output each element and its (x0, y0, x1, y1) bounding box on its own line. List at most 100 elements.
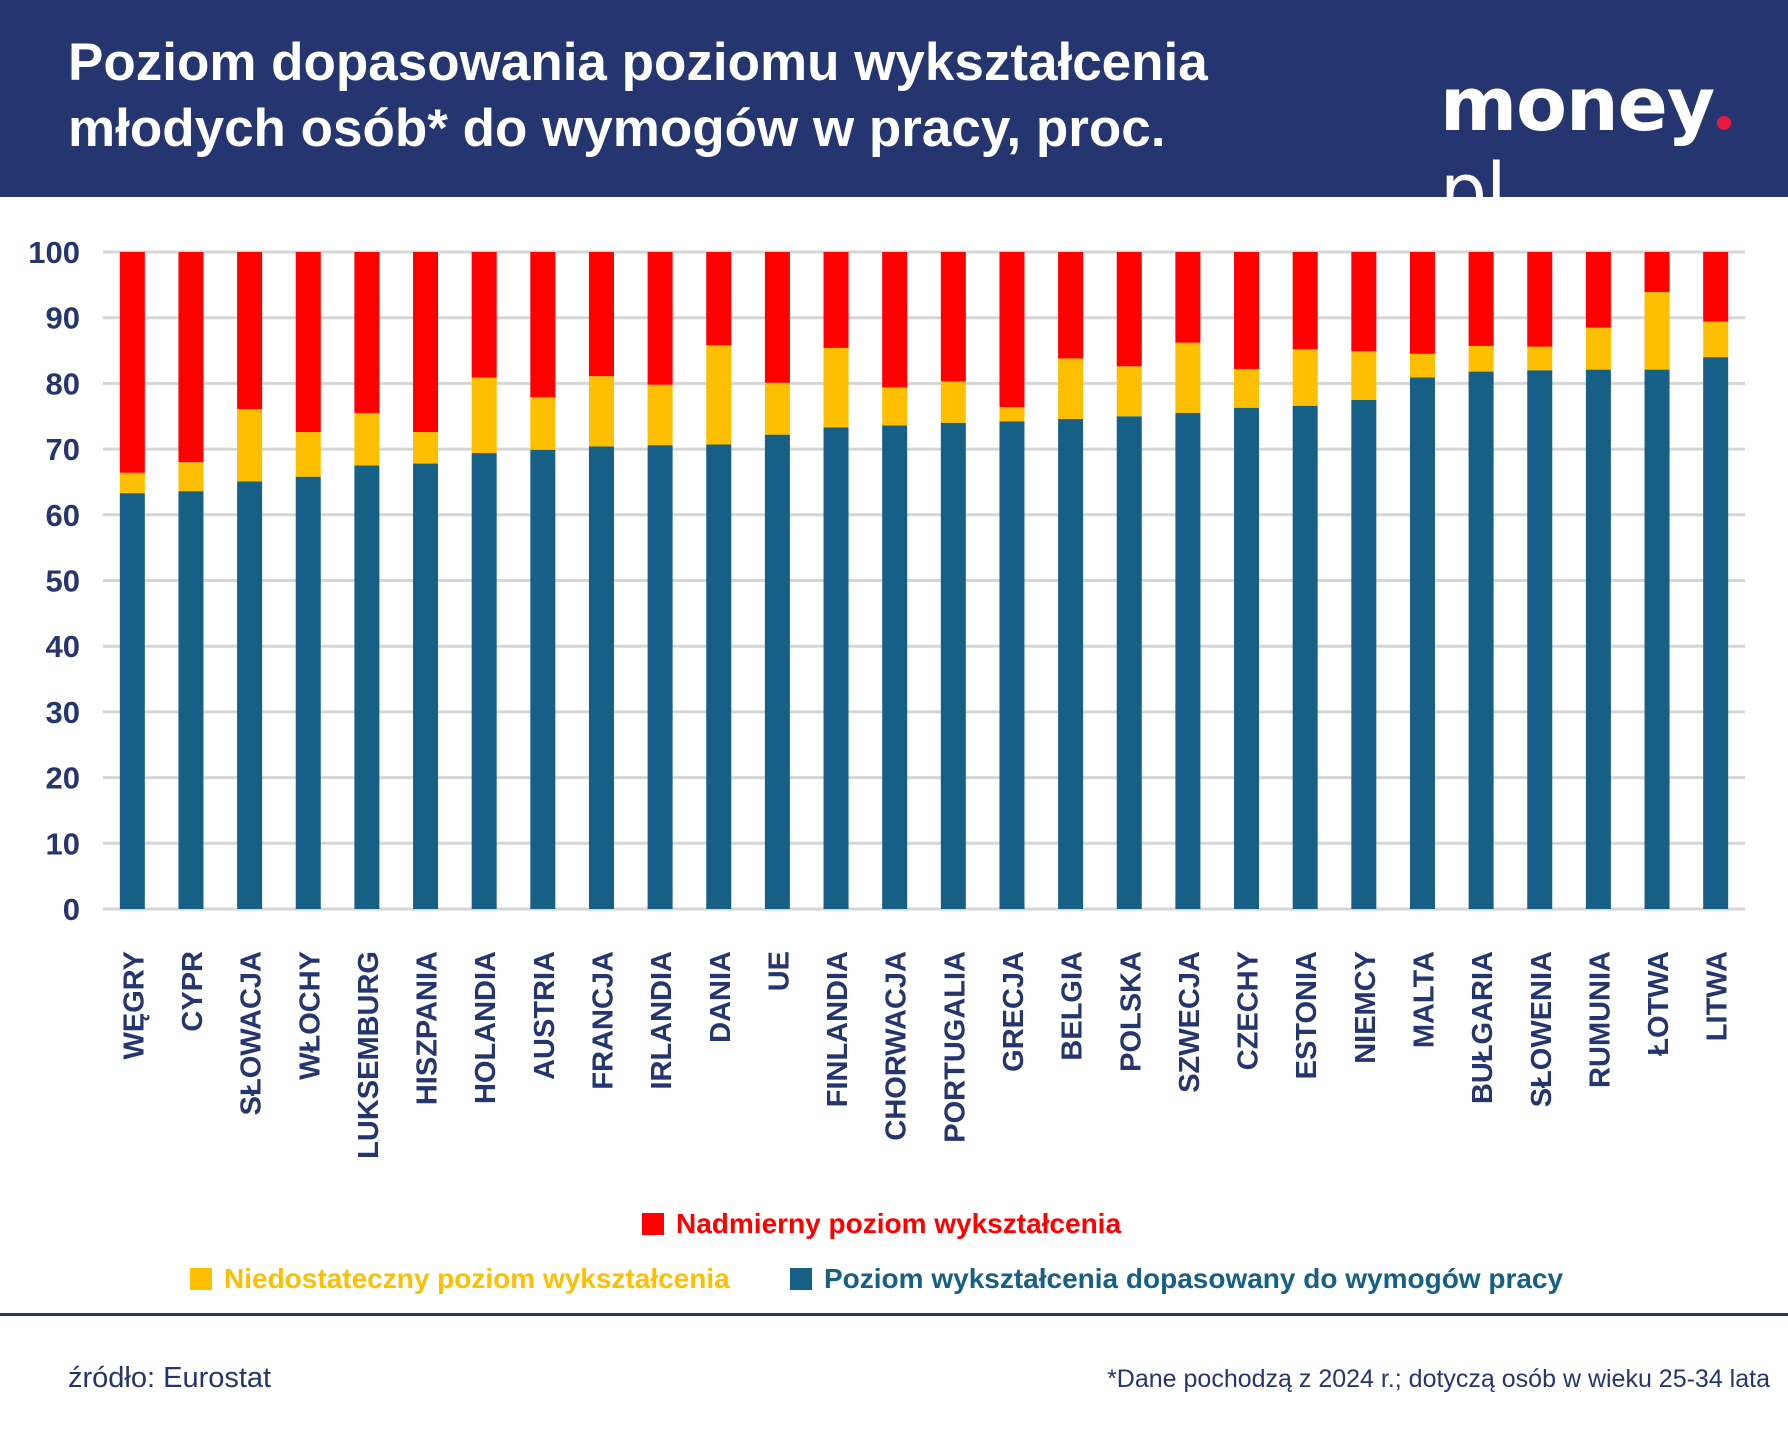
bar-segment-matched (119, 493, 145, 909)
y-tick-label: 50 (46, 564, 80, 599)
x-tick-label: LITWA (1702, 951, 1734, 1041)
bar-segment-over (413, 252, 439, 433)
legend-swatch-yellow (190, 1268, 212, 1290)
bar-segment-matched (882, 425, 908, 909)
bar-segment-over (1234, 252, 1260, 369)
x-tick-label: WŁOCHY (294, 951, 326, 1080)
legend-swatch-red (642, 1213, 664, 1235)
bar-segment-over (471, 252, 497, 378)
bar-segment-matched (1703, 357, 1729, 909)
y-tick-label: 20 (46, 761, 80, 796)
bar-segment-under (1292, 349, 1318, 406)
bar-segment-under (1058, 358, 1084, 419)
bar-segment-under (1351, 351, 1377, 400)
bar-segment-matched (1527, 370, 1553, 909)
title-line-2: młodych osób* do wymogów w pracy, proc. (68, 99, 1166, 158)
legend-label-matched: Poziom wykształcenia dopasowany do wymog… (824, 1263, 1564, 1294)
x-tick-label: DANIA (705, 951, 737, 1043)
x-tick-label: POLSKA (1115, 951, 1147, 1072)
x-tick-label: GRECJA (998, 951, 1030, 1072)
bar-segment-over (1585, 252, 1611, 328)
bar-segment-matched (647, 445, 673, 909)
bar-segment-over (764, 252, 790, 383)
bar-segment-over (823, 252, 849, 348)
source-text: źródło: Eurostat (68, 1362, 272, 1394)
footnote-text: *Dane pochodzą z 2024 r.; dotyczą osób w… (1107, 1365, 1770, 1393)
x-tick-label: SZWECJA (1174, 951, 1206, 1093)
legend-item-matched: Poziom wykształcenia dopasowany do wymog… (790, 1263, 1563, 1295)
x-tick-label: ŁOTWA (1643, 951, 1675, 1056)
x-tick-label: CYPR (177, 951, 209, 1032)
bar-segment-over (882, 252, 908, 388)
y-tick-label: 80 (46, 366, 80, 401)
bar-segment-under (647, 384, 673, 446)
bar-segment-matched (1351, 399, 1377, 909)
bar-segment-under (940, 381, 966, 423)
bar-segment-under (882, 387, 908, 426)
bar-segment-over (647, 252, 673, 385)
bar-segment-under (764, 382, 790, 435)
bar-segment-under (530, 397, 556, 450)
y-tick-label: 30 (46, 695, 80, 730)
chart-title: Poziom dopasowania poziomu wykształcenia… (68, 30, 1448, 162)
x-tick-label: FINLANDIA (822, 951, 854, 1107)
bar-segment-matched (823, 427, 849, 909)
x-tick-label: ESTONIA (1291, 951, 1323, 1079)
x-tick-label: BELGIA (1057, 951, 1089, 1061)
y-tick-label: 0 (63, 892, 80, 927)
bar-segment-over (1175, 252, 1201, 343)
bar-segment-matched (1585, 369, 1611, 909)
x-tick-label: NIEMCY (1350, 951, 1382, 1064)
stacked-bar-chart: 0 10 20 30 40 50 60 70 80 90 100 WĘGRY CYPR SŁOWACJA W… (28, 235, 1745, 1159)
y-tick-label: 60 (46, 498, 80, 533)
x-tick-label: CHORWACJA (881, 951, 913, 1141)
y-tick-label: 100 (28, 235, 80, 270)
bar-segment-under (1468, 345, 1494, 372)
bar-segment-matched (471, 453, 497, 909)
bar-segment-under (1585, 327, 1611, 370)
x-tick-label: UE (763, 951, 795, 991)
y-tick-label: 10 (46, 826, 80, 861)
bar-segment-over (706, 252, 732, 346)
x-tick-label: RUMUNIA (1584, 951, 1616, 1088)
bar-segment-over (237, 252, 263, 410)
bar-segment-over (295, 252, 321, 433)
bar-segment-over (1409, 252, 1435, 354)
bar-segment-under (1409, 353, 1435, 378)
bar-segment-matched (1468, 371, 1494, 910)
bar-segment-matched (764, 434, 790, 909)
legend-swatch-blue (790, 1268, 812, 1290)
bar-segment-over (354, 252, 380, 413)
x-tick-label: LUKSEMBURG (353, 951, 385, 1159)
x-tick-label: MALTA (1408, 951, 1440, 1048)
x-tick-label: IRLANDIA (646, 951, 678, 1090)
bar-segment-matched (530, 449, 556, 909)
bar-segment-matched (1058, 418, 1084, 909)
bar-segment-under (237, 409, 263, 482)
bar-segment-over (178, 252, 204, 463)
bar-segment-over (1527, 252, 1553, 347)
bar-segment-matched (295, 476, 321, 909)
bar-segment-over (119, 252, 145, 473)
bar-segment-matched (1409, 377, 1435, 909)
bar-segment-under (178, 462, 204, 492)
bar-segment-over (940, 252, 966, 382)
bar-segment-over (530, 252, 556, 398)
x-tick-label: PORTUGALIA (939, 951, 971, 1143)
x-tick-label: SŁOWENIA (1526, 951, 1558, 1107)
header: Poziom dopasowania poziomu wykształcenia… (0, 0, 1788, 234)
footer-divider (0, 1313, 1788, 1316)
x-tick-label: FRANCJA (587, 951, 619, 1090)
x-tick-label: BUŁGARIA (1467, 951, 1499, 1104)
x-tick-label: CZECHY (1233, 951, 1265, 1070)
bar-segment-matched (1292, 405, 1318, 909)
bar-segment-matched (1175, 412, 1201, 909)
bar-segment-over (1351, 252, 1377, 352)
bar-segment-matched (588, 446, 614, 909)
y-tick-label: 70 (46, 432, 80, 467)
bar-segment-matched (1644, 369, 1670, 909)
bar-segment-over (1703, 252, 1729, 322)
legend-item-over: Nadmierny poziom wykształcenia (642, 1208, 1121, 1240)
y-tick-label: 90 (46, 301, 80, 336)
bar-segment-matched (354, 465, 380, 909)
